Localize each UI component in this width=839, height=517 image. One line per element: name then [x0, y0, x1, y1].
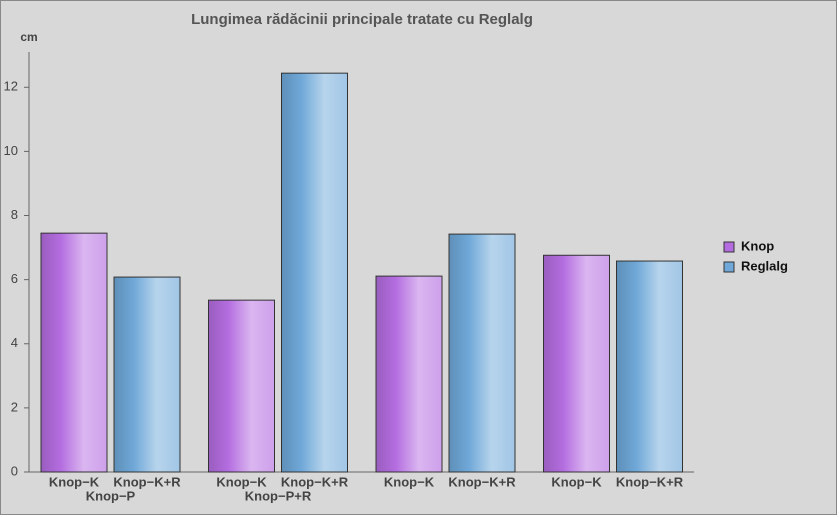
y-axis-label: cm [20, 30, 37, 44]
bar [208, 299, 275, 473]
bar-label: Knop−K [551, 474, 602, 489]
bar-label: Knop−K+R [113, 474, 181, 489]
y-tick-label: 12 [4, 79, 18, 94]
legend-swatch [723, 261, 735, 273]
bar-label: Knop−K [384, 474, 435, 489]
x-tick-label: Knop−P [86, 488, 136, 503]
bar [448, 233, 516, 473]
y-tick-label: 0 [11, 463, 18, 478]
y-tick-label: 6 [11, 271, 18, 286]
legend-label: Reglalg [741, 258, 788, 273]
bar-label: Knop−K+R [281, 474, 349, 489]
bar-label: Knop−K+R [448, 474, 516, 489]
y-tick-label: 10 [4, 143, 18, 158]
bar [616, 260, 683, 473]
y-tick-label: 8 [11, 207, 18, 222]
legend-label: Knop [741, 238, 774, 253]
y-tick-label: 2 [11, 399, 18, 414]
bar [40, 232, 108, 473]
chart-title: Lungimea rădăcinii principale tratate cu… [191, 11, 533, 28]
bar [281, 72, 348, 473]
legend-swatch [723, 241, 735, 253]
bar-label: Knop−K+R [616, 474, 684, 489]
x-tick-label: Knop−P+R [245, 488, 312, 503]
y-tick-label: 4 [11, 335, 18, 350]
bar [543, 254, 610, 473]
bar [375, 275, 443, 473]
bar [113, 276, 181, 473]
bar-label: Knop−K [49, 474, 100, 489]
bar-label: Knop−K [216, 474, 267, 489]
